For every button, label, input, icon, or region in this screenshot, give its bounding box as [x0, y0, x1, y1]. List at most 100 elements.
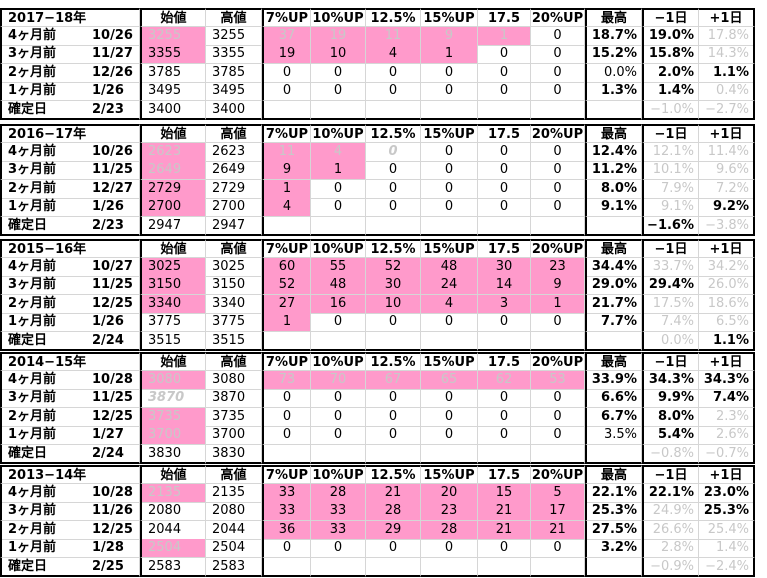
up-count-cell[interactable]: 28	[366, 502, 421, 521]
up-count-cell[interactable]: 0	[311, 539, 366, 558]
up-count-cell[interactable]: 21	[366, 484, 421, 503]
column-header[interactable]: +1日	[699, 239, 755, 258]
up-count-cell[interactable]	[262, 332, 311, 351]
minus1-cell[interactable]: 7.4%	[642, 313, 699, 332]
up-count-cell[interactable]: 9	[531, 276, 585, 295]
column-header[interactable]: 最高	[585, 352, 642, 371]
column-header[interactable]: +1日	[699, 124, 755, 143]
column-header[interactable]: 10%UP	[311, 465, 366, 484]
up-count-cell[interactable]: 1	[262, 313, 311, 332]
up-count-cell[interactable]: 0	[366, 198, 421, 217]
high-cell[interactable]: 3515	[206, 332, 262, 351]
up-count-cell[interactable]: 1	[311, 161, 366, 180]
up-count-cell[interactable]: 1	[531, 295, 585, 314]
open-cell[interactable]: 2044	[140, 521, 206, 540]
row-label[interactable]: 3ヶ月前 11/25	[0, 161, 140, 180]
up-count-cell[interactable]: 36	[262, 521, 311, 540]
up-count-cell[interactable]: 0	[262, 389, 311, 408]
open-cell[interactable]: 3080	[140, 371, 206, 390]
plus1-cell[interactable]: −2.7%	[699, 101, 755, 120]
up-count-cell[interactable]: 19	[311, 27, 366, 46]
up-count-cell[interactable]: 0	[421, 539, 478, 558]
up-count-cell[interactable]: 53	[531, 371, 585, 390]
up-count-cell[interactable]: 10	[311, 45, 366, 64]
up-count-cell[interactable]: 0	[421, 180, 478, 199]
column-header[interactable]: 17.5	[478, 124, 531, 143]
row-label[interactable]: 1ヶ月前 1/27	[0, 426, 140, 445]
up-count-cell[interactable]: 0	[478, 313, 531, 332]
column-header[interactable]: 始値	[140, 124, 206, 143]
high-cell[interactable]: 3080	[206, 371, 262, 390]
up-count-cell[interactable]: 0	[531, 64, 585, 83]
up-count-cell[interactable]: 24	[421, 276, 478, 295]
up-count-cell[interactable]	[366, 217, 421, 236]
block-title[interactable]: 2014−15年	[0, 352, 140, 371]
minus1-cell[interactable]: −1.0%	[642, 101, 699, 120]
minus1-cell[interactable]: −0.9%	[642, 558, 699, 577]
up-count-cell[interactable]: 1	[262, 180, 311, 199]
high-cell[interactable]: 3255	[206, 27, 262, 46]
up-count-cell[interactable]: 0	[531, 389, 585, 408]
minus1-cell[interactable]: 22.1%	[642, 484, 699, 503]
plus1-cell[interactable]: 9.2%	[699, 198, 755, 217]
minus1-cell[interactable]: 9.9%	[642, 389, 699, 408]
row-label[interactable]: 確定日 2/23	[0, 217, 140, 236]
up-count-cell[interactable]	[262, 217, 311, 236]
column-header[interactable]: −1日	[642, 352, 699, 371]
up-count-cell[interactable]: 0	[421, 313, 478, 332]
column-header[interactable]: 最高	[585, 8, 642, 27]
up-count-cell[interactable]: 19	[262, 45, 311, 64]
up-count-cell[interactable]: 30	[366, 276, 421, 295]
minus1-cell[interactable]: 17.5%	[642, 295, 699, 314]
minus1-cell[interactable]: 10.1%	[642, 161, 699, 180]
row-label[interactable]: 2ヶ月前 12/25	[0, 295, 140, 314]
column-header[interactable]: 10%UP	[311, 124, 366, 143]
high-cell[interactable]: 2700	[206, 198, 262, 217]
up-count-cell[interactable]: 0	[366, 426, 421, 445]
minus1-cell[interactable]: 8.0%	[642, 408, 699, 427]
open-cell[interactable]: 2135	[140, 484, 206, 503]
up-count-cell[interactable]: 0	[311, 180, 366, 199]
up-count-cell[interactable]: 21	[531, 521, 585, 540]
max-cell[interactable]: 27.5%	[585, 521, 642, 540]
high-cell[interactable]: 3870	[206, 389, 262, 408]
max-cell[interactable]: 29.0%	[585, 276, 642, 295]
open-cell[interactable]: 3340	[140, 295, 206, 314]
up-count-cell[interactable]: 70	[311, 371, 366, 390]
up-count-cell[interactable]: 0	[421, 161, 478, 180]
up-count-cell[interactable]	[478, 445, 531, 464]
row-label[interactable]: 2ヶ月前 12/26	[0, 64, 140, 83]
minus1-cell[interactable]: 1.4%	[642, 82, 699, 101]
up-count-cell[interactable]	[478, 101, 531, 120]
up-count-cell[interactable]: 0	[478, 82, 531, 101]
open-cell[interactable]: 3785	[140, 64, 206, 83]
up-count-cell[interactable]: 0	[478, 198, 531, 217]
column-header[interactable]: 最高	[585, 239, 642, 258]
up-count-cell[interactable]: 0	[366, 389, 421, 408]
row-label[interactable]: 確定日 2/24	[0, 332, 140, 351]
high-cell[interactable]: 3340	[206, 295, 262, 314]
row-label[interactable]: 1ヶ月前 1/28	[0, 539, 140, 558]
max-cell[interactable]: 1.3%	[585, 82, 642, 101]
plus1-cell[interactable]: 18.6%	[699, 295, 755, 314]
high-cell[interactable]: 3785	[206, 64, 262, 83]
max-cell[interactable]: 12.4%	[585, 143, 642, 162]
open-cell[interactable]: 3735	[140, 408, 206, 427]
up-count-cell[interactable]: 0	[262, 426, 311, 445]
max-cell[interactable]	[585, 101, 642, 120]
high-cell[interactable]: 3700	[206, 426, 262, 445]
high-cell[interactable]: 3735	[206, 408, 262, 427]
high-cell[interactable]: 3400	[206, 101, 262, 120]
up-count-cell[interactable]: 0	[478, 426, 531, 445]
plus1-cell[interactable]: 23.0%	[699, 484, 755, 503]
up-count-cell[interactable]	[262, 101, 311, 120]
minus1-cell[interactable]: 2.8%	[642, 539, 699, 558]
up-count-cell[interactable]: 0	[478, 143, 531, 162]
open-cell[interactable]: 3255	[140, 27, 206, 46]
up-count-cell[interactable]: 10	[366, 295, 421, 314]
up-count-cell[interactable]: 0	[478, 408, 531, 427]
row-label[interactable]: 4ヶ月前 10/28	[0, 371, 140, 390]
open-cell[interactable]: 2623	[140, 143, 206, 162]
up-count-cell[interactable]: 30	[478, 258, 531, 277]
column-header[interactable]: 始値	[140, 239, 206, 258]
